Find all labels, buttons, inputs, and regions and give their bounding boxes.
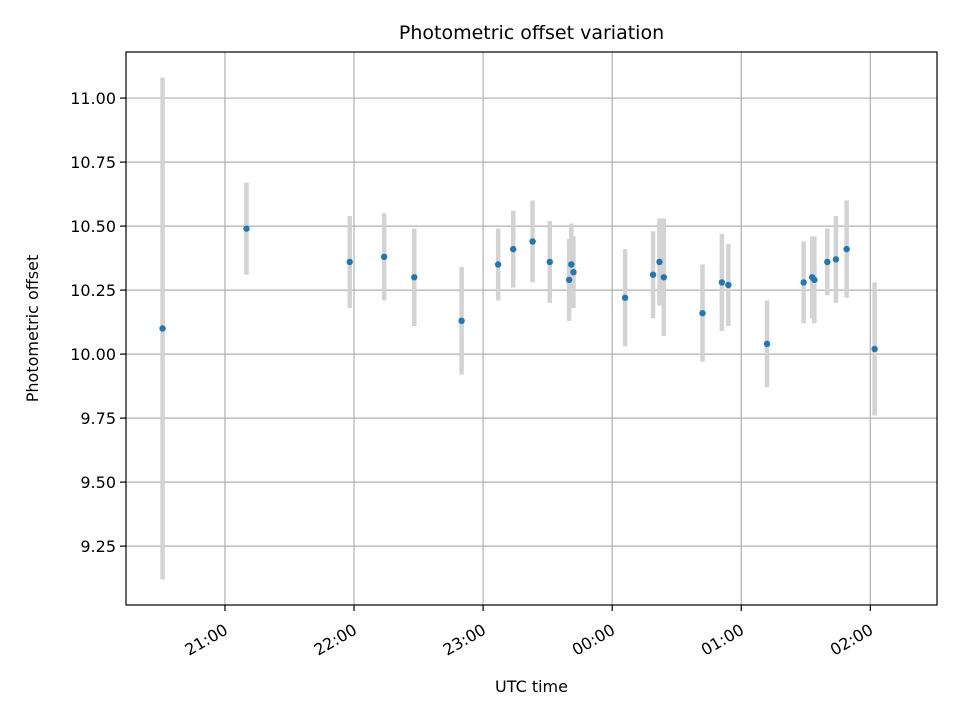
data-point xyxy=(243,225,250,232)
y-tick-label: 10.50 xyxy=(70,217,116,236)
data-point xyxy=(411,274,418,281)
x-tick-label: 01:00 xyxy=(698,620,747,660)
x-tick-label: 23:00 xyxy=(440,620,489,660)
data-point xyxy=(871,345,878,353)
data-point xyxy=(824,258,831,266)
x-tick-label: 21:00 xyxy=(182,620,231,660)
data-point xyxy=(763,340,771,348)
y-axis-ticks: 9.25 9.50 9.75 10.00 10.25 10.50 10.75 11.00 xyxy=(70,89,126,556)
y-axis-label: Photometric offset xyxy=(23,255,42,403)
y-tick-label: 11.00 xyxy=(70,89,116,108)
data-point xyxy=(656,258,663,266)
data-point xyxy=(510,245,517,253)
data-point xyxy=(346,258,353,266)
data-point xyxy=(811,276,818,284)
y-tick-label: 9.75 xyxy=(80,409,116,428)
grid-lines xyxy=(126,52,937,605)
data-point xyxy=(380,253,388,261)
data-point xyxy=(568,261,575,268)
data-point xyxy=(621,294,629,301)
y-tick-label: 10.75 xyxy=(70,153,116,172)
data-point xyxy=(725,281,732,289)
data-points xyxy=(159,225,878,353)
data-point xyxy=(565,276,573,284)
y-tick-label: 10.00 xyxy=(70,345,116,364)
data-point xyxy=(843,245,850,253)
data-point xyxy=(718,279,726,286)
chart-title: Photometric offset variation xyxy=(399,22,664,44)
x-axis-label: UTC time xyxy=(495,677,568,696)
data-point xyxy=(159,325,166,332)
data-point xyxy=(649,271,657,278)
x-tick-label: 00:00 xyxy=(569,620,618,660)
data-point xyxy=(660,274,667,281)
data-point xyxy=(546,258,553,266)
x-tick-label: 22:00 xyxy=(311,620,360,660)
y-tick-label: 9.25 xyxy=(80,537,116,556)
x-tick-label: 02:00 xyxy=(827,620,876,660)
data-point xyxy=(832,256,840,263)
data-point xyxy=(529,238,536,245)
data-point xyxy=(494,261,502,268)
y-tick-label: 9.50 xyxy=(80,473,116,492)
error-bars xyxy=(160,77,877,580)
data-point xyxy=(800,279,807,286)
data-point xyxy=(570,268,577,276)
data-point xyxy=(699,309,706,317)
y-tick-label: 10.25 xyxy=(70,281,116,300)
x-axis-ticks: 21:00 22:00 23:00 00:00 01:00 02:00 xyxy=(182,605,876,660)
plot-frame xyxy=(125,51,938,606)
data-point xyxy=(458,317,465,325)
